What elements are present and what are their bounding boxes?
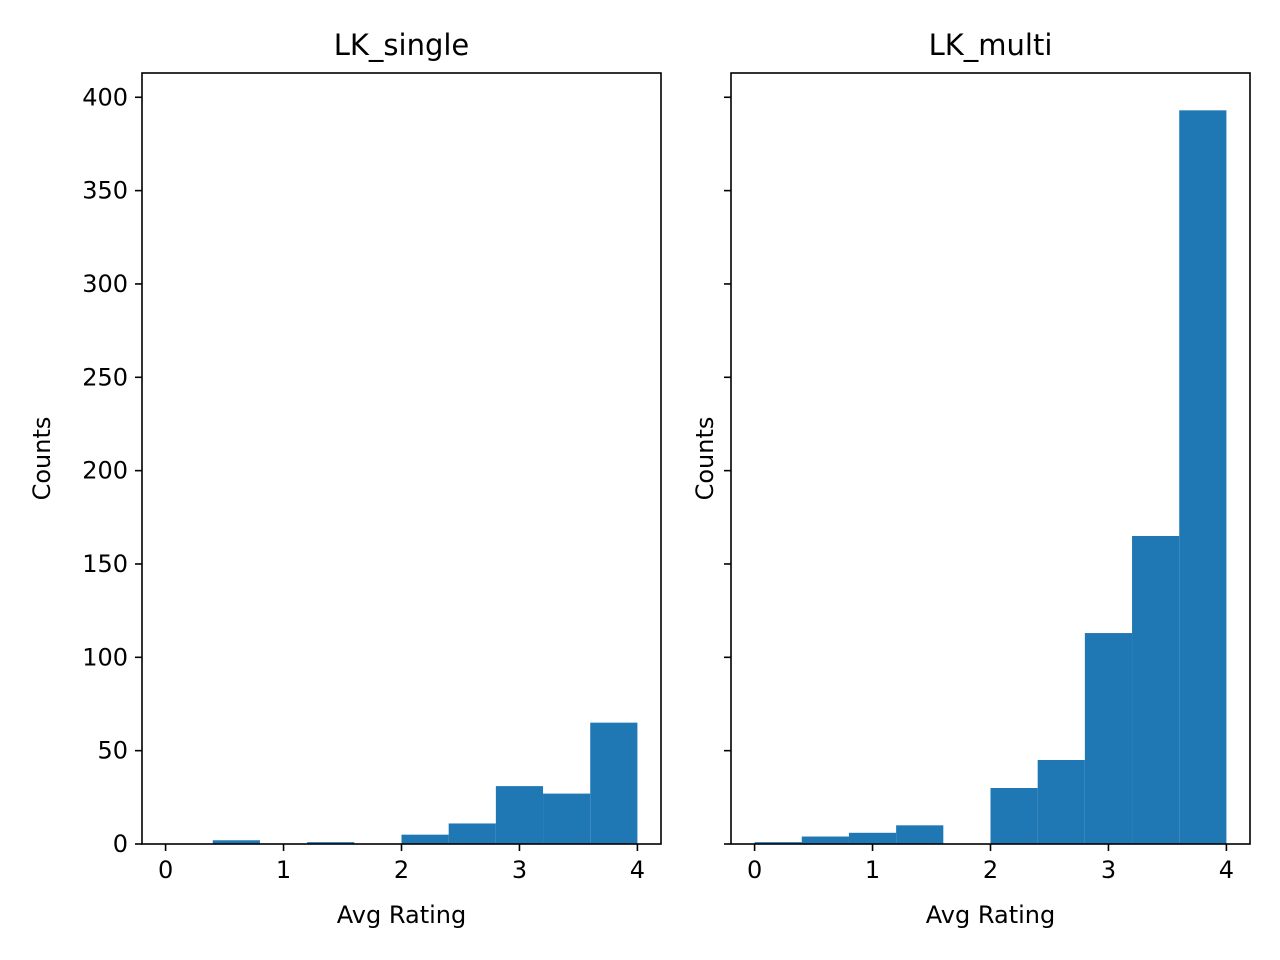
x-axis-ticks: 0 1 2 3 4 <box>158 844 645 884</box>
histogram-bar <box>754 842 802 844</box>
subplot-lk-single: 0 1 2 3 4 0 50 100 150 200 250 300 350 400 LK_single… <box>28 28 662 929</box>
histogram-bar <box>448 823 496 844</box>
x-tick-label: 2 <box>394 856 409 884</box>
y-tick-label: 250 <box>82 363 128 391</box>
x-tick-label: 0 <box>158 856 173 884</box>
y-axis-label: Counts <box>691 417 719 501</box>
subplot-lk-multi: 0 1 2 3 4 LK_multi Avg Rating Counts <box>691 28 1251 929</box>
histogram-bar <box>1179 110 1227 845</box>
x-axis-ticks: 0 1 2 3 4 <box>747 844 1234 884</box>
histogram-bar <box>1037 759 1085 844</box>
y-axis-label: Counts <box>28 417 56 501</box>
histogram-bars <box>212 722 638 844</box>
histogram-bar <box>543 793 591 844</box>
y-tick-label: 200 <box>82 457 128 485</box>
histogram-bars <box>754 110 1227 845</box>
histogram-bar <box>990 787 1038 844</box>
histogram-bar <box>801 836 849 844</box>
histogram-bar <box>848 832 897 844</box>
chart-title: LK_multi <box>929 28 1053 62</box>
histogram-bar <box>307 842 355 844</box>
x-tick-label: 1 <box>865 856 880 884</box>
histogram-bar <box>495 786 544 844</box>
x-axis-label: Avg Rating <box>926 901 1055 929</box>
y-tick-label: 300 <box>82 270 128 298</box>
y-tick-label: 350 <box>82 177 128 205</box>
histogram-bar <box>401 834 449 844</box>
histogram-bar <box>1084 633 1133 844</box>
y-axis-ticks <box>724 96 731 845</box>
x-tick-label: 4 <box>1219 856 1234 884</box>
histogram-bar <box>896 825 944 844</box>
x-tick-label: 0 <box>747 856 762 884</box>
histogram-bar <box>1132 535 1180 844</box>
x-tick-label: 3 <box>1101 856 1116 884</box>
x-tick-label: 2 <box>983 856 998 884</box>
x-tick-label: 1 <box>276 856 291 884</box>
y-tick-label: 100 <box>82 643 128 671</box>
y-tick-label: 0 <box>113 830 128 858</box>
x-tick-label: 3 <box>512 856 527 884</box>
x-tick-label: 4 <box>630 856 645 884</box>
chart-title: LK_single <box>334 28 470 62</box>
x-axis-label: Avg Rating <box>337 901 466 929</box>
y-tick-label: 50 <box>97 737 128 765</box>
histogram-bar <box>212 840 260 844</box>
histogram-bar <box>590 722 638 844</box>
y-axis-ticks: 0 50 100 150 200 250 300 350 400 <box>82 83 142 858</box>
y-tick-label: 400 <box>82 83 128 111</box>
y-tick-label: 150 <box>82 550 128 578</box>
